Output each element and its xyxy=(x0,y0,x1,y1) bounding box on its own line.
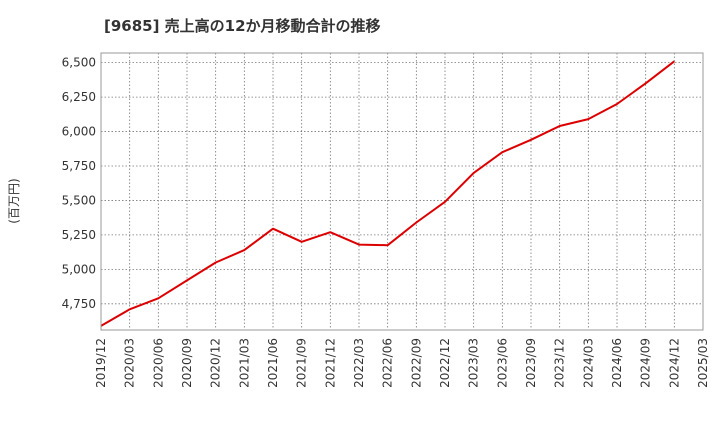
x-tick-label: 2020/09 xyxy=(180,338,194,388)
x-tick-label: 2021/12 xyxy=(323,338,337,388)
y-tick-label: 5,750 xyxy=(62,159,96,173)
x-tick-label: 2022/12 xyxy=(438,338,452,388)
x-tick-label: 2025/03 xyxy=(696,338,710,388)
y-tick-label: 4,750 xyxy=(62,297,96,311)
y-tick-label: 5,000 xyxy=(62,262,96,276)
chart-title: [9685] 売上高の12か月移動合計の推移 xyxy=(104,17,381,35)
x-tick-label: 2023/03 xyxy=(467,338,481,388)
y-axis-ticks: 4,750 5,000 5,250 5,500 5,750 6,000 6,250 6,500 xyxy=(62,56,96,311)
x-tick-label: 2020/12 xyxy=(209,338,223,388)
y-tick-label: 5,250 xyxy=(62,228,96,242)
y-tick-label: 6,250 xyxy=(62,90,96,104)
x-tick-label: 2021/03 xyxy=(237,338,251,388)
x-tick-label: 2022/03 xyxy=(352,338,366,388)
x-tick-label: 2023/09 xyxy=(524,338,538,388)
x-tick-label: 2022/06 xyxy=(381,338,395,388)
x-tick-label: 2024/06 xyxy=(610,338,624,388)
x-tick-label: 2023/06 xyxy=(495,338,509,388)
x-tick-label: 2020/03 xyxy=(123,338,137,388)
y-tick-label: 6,000 xyxy=(62,125,96,139)
x-tick-label: 2019/12 xyxy=(94,338,108,388)
x-tick-label: 2023/12 xyxy=(553,338,567,388)
plot-frame xyxy=(100,52,704,331)
gridlines xyxy=(101,53,703,330)
x-axis-ticks: 2019/12 2020/03 2020/06 2020/09 2020/12 2021/… xyxy=(94,338,710,388)
y-tick-label: 5,500 xyxy=(62,193,96,207)
y-axis-label: (百万円) xyxy=(7,178,21,223)
x-tick-label: 2024/12 xyxy=(667,338,681,388)
x-tick-label: 2021/09 xyxy=(295,338,309,388)
x-tick-label: 2024/03 xyxy=(581,338,595,388)
series-line xyxy=(100,60,675,327)
x-tick-label: 2022/09 xyxy=(409,338,423,388)
x-tick-label: 2020/06 xyxy=(151,338,165,388)
y-tick-label: 6,500 xyxy=(62,56,96,70)
series xyxy=(100,60,675,327)
x-tick-label: 2021/06 xyxy=(266,338,280,388)
x-tick-label: 2024/09 xyxy=(639,338,653,388)
